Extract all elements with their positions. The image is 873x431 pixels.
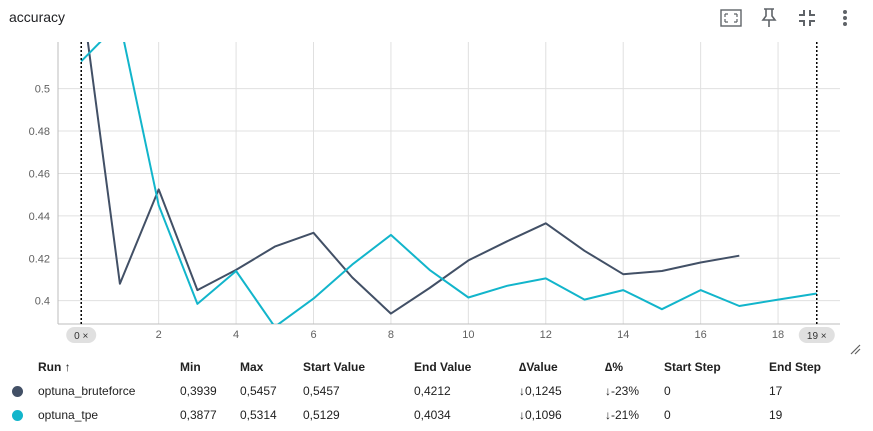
cell-max: 0,5457 [240, 384, 277, 398]
series-line-optuna_bruteforce [86, 42, 740, 315]
series-line-optuna_tpe [80, 42, 817, 324]
y-tick-label: 0.42 [29, 253, 50, 265]
header-min[interactable]: Min [180, 360, 201, 374]
card-toolbar [717, 6, 859, 30]
more-vert-icon [843, 10, 847, 26]
fullscreen-exit-icon [799, 10, 815, 26]
cell-end-value: 0,4034 [414, 408, 451, 422]
x-tick-label: 12 [540, 329, 552, 341]
run-color-dot [12, 410, 23, 422]
step-cursor-label: 19 × [807, 331, 827, 342]
more-options-button[interactable] [831, 6, 859, 30]
cell-delta-pct: ↓-21% [605, 408, 640, 422]
y-tick-label: 0.44 [29, 211, 50, 223]
fullscreen-exit-button[interactable] [793, 6, 821, 30]
header-end-value[interactable]: End Value [414, 360, 472, 374]
cell-start-step: 0 [664, 408, 671, 422]
run-color-cell [0, 379, 38, 403]
header-delta-pct[interactable]: ∆% [605, 360, 624, 374]
step-cursor-badge[interactable] [66, 327, 97, 343]
cell-end-step: 19 [769, 408, 783, 422]
cell-max: 0,5314 [240, 408, 277, 422]
x-tick-label: 4 [233, 329, 239, 341]
run-color-cell [0, 403, 38, 427]
header-color [0, 355, 38, 379]
fit-to-data-icon [720, 9, 742, 27]
cell-delta-value: ↓0,1096 [519, 408, 562, 422]
x-tick-label: 6 [310, 329, 316, 341]
table-header-row: Run ↑ Min Max Start Value End Value ∆Val… [0, 355, 873, 379]
cell-delta-value: ↓0,1245 [519, 384, 562, 398]
pin-icon [761, 8, 777, 27]
resize-handle-icon[interactable] [849, 343, 861, 355]
x-tick-label: 2 [156, 329, 162, 341]
cell-end-value: 0,4212 [414, 384, 451, 398]
run-color-dot [12, 386, 23, 398]
x-tick-label: 8 [388, 329, 394, 341]
cell-end-step: 17 [769, 384, 783, 398]
card-title: accuracy [9, 9, 66, 25]
header-run[interactable]: Run ↑ [38, 360, 71, 374]
cell-delta-pct: ↓-23% [605, 384, 640, 398]
x-tick-label: 14 [617, 329, 629, 341]
x-tick-label: 10 [462, 329, 474, 341]
pin-button[interactable] [755, 6, 783, 30]
step-cursor-label: 0 × [74, 331, 88, 342]
x-tick-label: 16 [695, 329, 707, 341]
y-tick-label: 0.48 [29, 126, 50, 138]
header-start-step[interactable]: Start Step [664, 360, 721, 374]
y-tick-label: 0.4 [35, 296, 50, 308]
fit-to-data-button[interactable] [717, 6, 745, 30]
header-start-value[interactable]: Start Value [303, 360, 366, 374]
cell-run: optuna_tpe [38, 408, 99, 422]
header-delta-value[interactable]: ∆Value [519, 360, 558, 374]
step-cursor-badge[interactable] [798, 327, 835, 343]
runs-table: Run ↑ Min Max Start Value End Value ∆Val… [0, 355, 873, 427]
cell-start-value: 0,5457 [303, 384, 340, 398]
cell-start-step: 0 [664, 384, 671, 398]
cell-min: 0,3939 [180, 384, 217, 398]
header-max[interactable]: Max [240, 360, 264, 374]
accuracy-chart[interactable]: 0.4 0.42 0.44 0.46 0.48 0.5 2 4 6 8 10 12 14 16 18 0 × 1… [0, 30, 873, 350]
x-tick-label: 18 [772, 329, 784, 341]
y-tick-label: 0.5 [35, 84, 50, 96]
y-tick-label: 0.46 [29, 168, 50, 180]
header-end-step[interactable]: End Step [769, 360, 822, 374]
cell-start-value: 0,5129 [303, 408, 340, 422]
table-row: optuna_tpe 0,3877 0,5314 0,5129 0,4034 ↓… [0, 403, 873, 427]
cell-run: optuna_bruteforce [38, 384, 136, 398]
table-row: optuna_bruteforce 0,3939 0,5457 0,5457 0… [0, 379, 873, 403]
cell-min: 0,3877 [180, 408, 217, 422]
